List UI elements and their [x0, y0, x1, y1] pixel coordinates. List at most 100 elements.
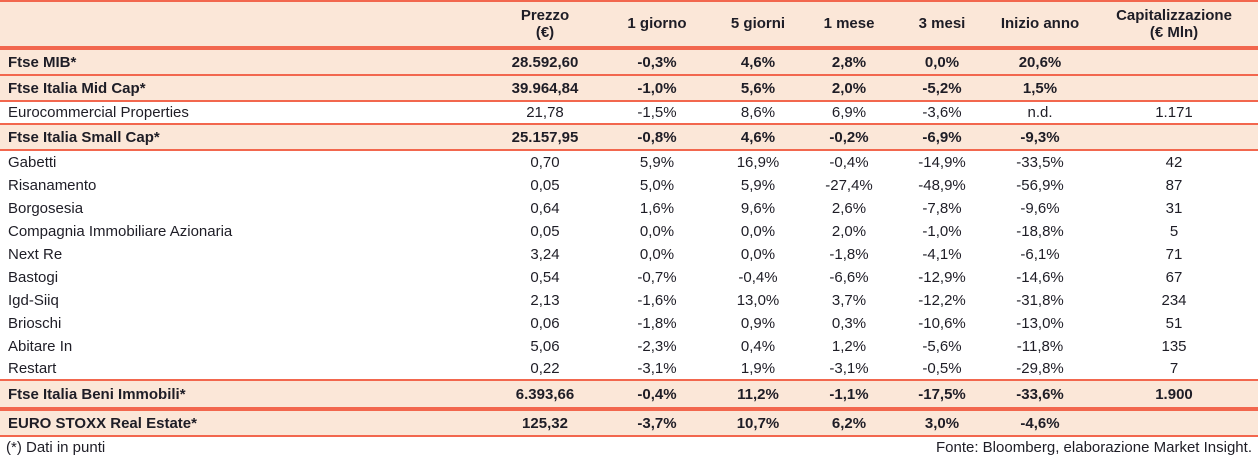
cell-prezzo: 0,05 — [530, 223, 560, 240]
row-name: Risanamento — [8, 177, 97, 194]
cell-prezzo: 6.393,66 — [515, 385, 575, 403]
row-name: Ftse Italia Beni Immobili* — [8, 385, 186, 403]
cell-un_mese: 3,7% — [831, 292, 867, 309]
cell-un_giorno: 5,0% — [639, 177, 675, 194]
table-row: Ftse Italia Small Cap* 25.157,95 -0,8% 4,6%… — [0, 125, 1258, 151]
table-row: Ftse Italia Beni Immobili* 6.393,66 -0,4% 1… — [0, 381, 1258, 407]
column-header-tre_mesi: 3 mesi — [918, 15, 966, 33]
cell-un_giorno: -2,3% — [637, 338, 677, 355]
cell-tre_mesi: 0,0% — [924, 53, 960, 71]
cell-capitalizzazione: 31 — [1165, 200, 1183, 217]
table-row: Compagnia Immobiliare Azionaria 0,05 0,0% 0… — [0, 220, 1258, 243]
table-row: Next Re 3,24 0,0% 0,0% -1,8% -4,1% -6,1% 71 — [0, 243, 1258, 266]
cell-prezzo: 21,78 — [526, 104, 564, 121]
column-header-un_mese: 1 mese — [823, 15, 875, 33]
cell-un_mese: 6,9% — [831, 104, 867, 121]
cell-inizio_anno: -6,1% — [1020, 246, 1060, 263]
cell-un_mese: 1,2% — [831, 338, 867, 355]
table-row: Bastogi 0,54 -0,7% -0,4% -6,6% -12,9% -14,6% 67 — [0, 266, 1258, 289]
row-name: Borgosesia — [8, 200, 84, 217]
row-name: EURO STOXX Real Estate* — [8, 414, 197, 432]
cell-inizio_anno: n.d. — [1027, 104, 1053, 121]
row-name: Gabetti — [8, 154, 57, 171]
market-data-table: Prezzo (€) 1 giorno 5 giorni 1 mese 3 mesi Ini… — [0, 0, 1258, 458]
section-divider-double-rule — [0, 407, 1258, 411]
cell-tre_mesi: -17,5% — [918, 385, 966, 403]
row-name: Bastogi — [8, 269, 59, 286]
cell-un_mese: 2,6% — [831, 200, 867, 217]
cell-un_giorno: -1,8% — [637, 315, 677, 332]
cell-un_giorno: -1,6% — [637, 292, 677, 309]
cell-tre_mesi: 3,0% — [924, 414, 960, 432]
table-footer: (*) Dati in punti Fonte: Bloomberg, elab… — [0, 437, 1258, 458]
cell-capitalizzazione: 1.900 — [1155, 385, 1193, 403]
column-header-prezzo: Prezzo (€) — [520, 6, 570, 41]
cell-prezzo: 2,13 — [530, 292, 560, 309]
cell-inizio_anno: -33,5% — [1016, 154, 1064, 171]
cell-un_giorno: -0,4% — [637, 385, 677, 403]
cell-prezzo: 0,06 — [530, 315, 560, 332]
cell-prezzo: 28.592,60 — [511, 53, 579, 71]
table-row: Igd-Siiq 2,13 -1,6% 13,0% 3,7% -12,2% -31,8% 23… — [0, 289, 1258, 312]
cell-inizio_anno: 1,5% — [1022, 79, 1058, 97]
cell-capitalizzazione: 71 — [1165, 246, 1183, 263]
row-name: Abitare In — [8, 338, 73, 355]
table-body: Ftse MIB* 28.592,60 -0,3% 4,6% 2,8% 0,0% 20,6%… — [0, 50, 1258, 437]
row-name: Eurocommercial Properties — [8, 104, 189, 121]
cell-cinque_giorni: 5,6% — [740, 79, 776, 97]
cell-un_giorno: -0,8% — [637, 128, 677, 146]
cell-tre_mesi: -14,9% — [918, 154, 966, 171]
cell-prezzo: 0,22 — [530, 360, 560, 377]
cell-cinque_giorni: 1,9% — [740, 360, 776, 377]
cell-cinque_giorni: 0,0% — [740, 246, 776, 263]
cell-capitalizzazione: 51 — [1165, 315, 1183, 332]
cell-capitalizzazione: 135 — [1161, 338, 1187, 355]
source-credit: Fonte: Bloomberg, elaborazione Market In… — [935, 439, 1252, 456]
table-row: Abitare In 5,06 -2,3% 0,4% 1,2% -5,6% -11,8% 13… — [0, 335, 1258, 358]
cell-un_giorno: 1,6% — [639, 200, 675, 217]
footnote-dati-in-punti: (*) Dati in punti — [6, 439, 106, 456]
column-header-capitalizzazione: Capitalizzazione (€ Mln) — [1116, 6, 1232, 41]
table-row: Ftse Italia Mid Cap* 39.964,84 -1,0% 5,6% 2,… — [0, 76, 1258, 102]
cell-un_mese: 2,8% — [831, 53, 867, 71]
cell-cinque_giorni: 5,9% — [740, 177, 776, 194]
table-row: Borgosesia 0,64 1,6% 9,6% 2,6% -7,8% -9,6% 31 — [0, 197, 1258, 220]
table-row: Restart 0,22 -3,1% 1,9% -3,1% -0,5% -29,8% 7 — [0, 358, 1258, 381]
cell-cinque_giorni: 0,4% — [740, 338, 776, 355]
cell-inizio_anno: -9,3% — [1020, 128, 1060, 146]
cell-inizio_anno: -14,6% — [1016, 269, 1064, 286]
row-name: Brioschi — [8, 315, 62, 332]
cell-capitalizzazione: 1.171 — [1155, 104, 1193, 121]
row-name: Ftse Italia Small Cap* — [8, 128, 160, 146]
cell-cinque_giorni: 0,9% — [740, 315, 776, 332]
table-header-row: Prezzo (€) 1 giorno 5 giorni 1 mese 3 mesi Ini… — [0, 2, 1258, 46]
cell-tre_mesi: -12,9% — [918, 269, 966, 286]
cell-cinque_giorni: 11,2% — [737, 385, 779, 403]
cell-cinque_giorni: 8,6% — [740, 104, 776, 121]
cell-inizio_anno: -56,9% — [1016, 177, 1064, 194]
cell-un_mese: 2,0% — [831, 223, 867, 240]
cell-inizio_anno: -13,0% — [1016, 315, 1064, 332]
cell-cinque_giorni: 16,9% — [736, 154, 780, 171]
cell-prezzo: 39.964,84 — [511, 79, 579, 97]
cell-inizio_anno: -31,8% — [1016, 292, 1064, 309]
cell-un_giorno: 0,0% — [639, 223, 675, 240]
cell-tre_mesi: -1,0% — [922, 223, 962, 240]
cell-cinque_giorni: 13,0% — [736, 292, 780, 309]
table-row: Risanamento 0,05 5,0% 5,9% -27,4% -48,9% -56,9… — [0, 174, 1258, 197]
cell-prezzo: 125,32 — [522, 414, 568, 432]
cell-tre_mesi: -4,1% — [922, 246, 962, 263]
cell-prezzo: 3,24 — [530, 246, 560, 263]
cell-prezzo: 0,54 — [530, 269, 560, 286]
cell-prezzo: 5,06 — [530, 338, 560, 355]
cell-un_giorno: -0,7% — [637, 269, 677, 286]
cell-cinque_giorni: 4,6% — [740, 53, 776, 71]
column-header-un_giorno: 1 giorno — [627, 15, 687, 33]
table-row: Gabetti 0,70 5,9% 16,9% -0,4% -14,9% -33,5% 42 — [0, 151, 1258, 174]
cell-capitalizzazione: 87 — [1165, 177, 1183, 194]
cell-un_mese: -0,4% — [829, 154, 869, 171]
cell-tre_mesi: -5,2% — [922, 79, 962, 97]
cell-prezzo: 0,64 — [530, 200, 560, 217]
cell-prezzo: 25.157,95 — [511, 128, 579, 146]
cell-inizio_anno: -11,8% — [1016, 338, 1064, 355]
